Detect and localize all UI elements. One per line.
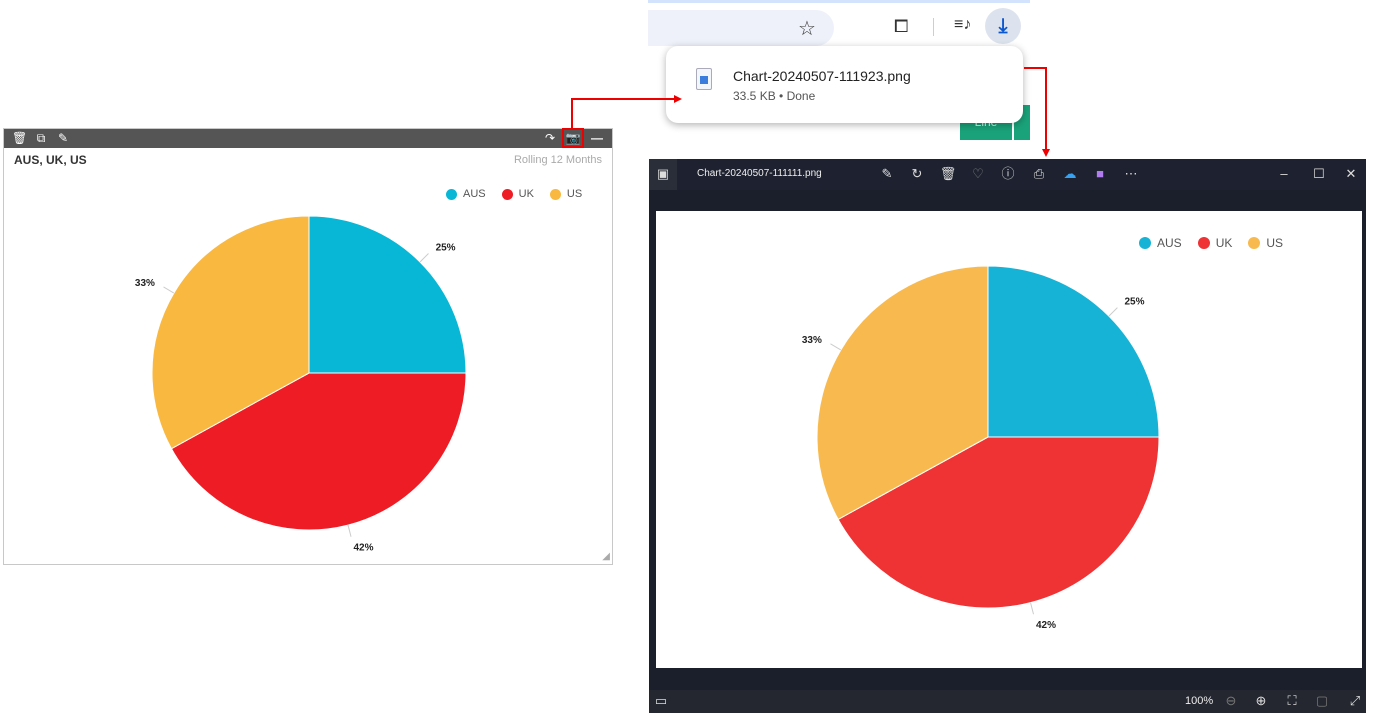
rotate-icon[interactable]: ↻ xyxy=(911,166,923,181)
filmstrip-icon[interactable]: ▭ xyxy=(654,693,668,708)
fullscreen-icon[interactable]: ⤢ xyxy=(1349,693,1361,708)
trash-icon[interactable]: 🗑 xyxy=(12,131,28,145)
pie-data-label: 25% xyxy=(1124,297,1144,308)
edit-icon[interactable]: ✎ xyxy=(881,166,893,181)
legend-item-uk[interactable]: UK xyxy=(501,188,534,200)
resize-handle-icon[interactable]: ◢ xyxy=(602,551,610,562)
close-window-icon[interactable]: ✕ xyxy=(1345,166,1357,181)
delete-icon[interactable]: 🗑 xyxy=(939,166,957,181)
pie-data-label: 33% xyxy=(135,278,155,289)
tab-strip xyxy=(648,0,1030,3)
pie-chart-image: 25% 42% 33% xyxy=(802,265,1160,631)
star-icon[interactable]: ☆ xyxy=(798,18,816,40)
pie-data-label: 25% xyxy=(436,242,456,253)
legend-item-uk: UK xyxy=(1197,236,1233,250)
legend-label: AUS xyxy=(1157,236,1182,250)
pie-slice-aus xyxy=(308,215,467,374)
favorite-icon[interactable]: ♡ xyxy=(972,166,984,181)
minimize-window-icon[interactable]: – xyxy=(1280,166,1288,181)
pie-chart: 25% 42% 33% xyxy=(135,215,467,553)
media-icon[interactable]: ≡♪ xyxy=(954,16,972,33)
legend-item-us: US xyxy=(1248,236,1283,250)
download-filename[interactable]: Chart-20240507-111923.png xyxy=(733,68,911,84)
label-connector xyxy=(419,253,429,263)
edit-icon[interactable]: ✎ xyxy=(57,131,69,145)
label-connector xyxy=(830,343,842,351)
viewer-bottombar: ▭ 100% ⊖ ⊕ ⛶ ▢ ⤢ xyxy=(649,690,1366,713)
label-connector xyxy=(1108,307,1118,317)
chart-legend: AUS UK US xyxy=(446,188,582,200)
chart-legend: AUS UK US xyxy=(1139,236,1283,250)
zoom-out-icon[interactable]: ⊖ xyxy=(1225,693,1237,708)
pie-data-label: 33% xyxy=(802,335,822,346)
share-icon[interactable]: ↷ xyxy=(544,131,556,145)
zoom-in-icon[interactable]: ⊕ xyxy=(1255,693,1267,708)
legend-label: UK xyxy=(518,188,534,200)
label-connector xyxy=(347,524,352,537)
widget-title: AUS, UK, US xyxy=(14,153,87,167)
legend-dot xyxy=(1139,237,1151,249)
widget-subtitle: Rolling 12 Months xyxy=(513,154,602,166)
label-connector xyxy=(1030,602,1034,615)
chart-widget: 🗑 ⧉ ✎ ↷ 📷 — AUS, UK, US Rolling 12 Month… xyxy=(3,128,613,565)
pie-slice-uk xyxy=(170,372,467,531)
gallery-icon[interactable]: ▣ xyxy=(656,166,670,181)
zoom-level: 100% xyxy=(1185,695,1214,707)
viewer-titlebar: ▣ Chart-20240507-111111.png ✎ ↻ 🗑 ♡ ⓘ ⎙ … xyxy=(649,159,1366,190)
pie-slice-uk xyxy=(837,436,1160,609)
legend-dot xyxy=(446,188,457,200)
clipchamp-icon[interactable]: ■ xyxy=(1096,166,1104,181)
fit-icon[interactable]: ⛶ xyxy=(1287,693,1297,708)
viewer-filename: Chart-20240507-111111.png xyxy=(697,168,822,179)
pie-slice-us xyxy=(816,265,989,521)
label-connector xyxy=(163,286,175,294)
divider xyxy=(933,18,934,36)
legend-label: AUS xyxy=(463,188,486,200)
pie-slice-aus xyxy=(987,265,1160,438)
pie-data-label: 42% xyxy=(354,542,374,553)
legend-label: US xyxy=(1266,236,1284,250)
more-icon[interactable]: ⋯ xyxy=(1124,166,1138,181)
legend-dot xyxy=(501,188,513,200)
photo-viewer-window: ▣ Chart-20240507-111111.png ✎ ↻ 🗑 ♡ ⓘ ⎙ … xyxy=(649,159,1366,713)
legend-dot xyxy=(549,188,561,200)
legend-dot xyxy=(1197,237,1210,249)
actual-size-icon[interactable]: ▢ xyxy=(1315,693,1329,708)
viewer-image: AUS UK US 25% 42% 33% xyxy=(656,211,1362,668)
minimize-icon[interactable]: — xyxy=(591,131,603,145)
print-icon[interactable]: ⎙ xyxy=(1033,166,1045,181)
pie-slice-us xyxy=(151,215,310,450)
onedrive-icon[interactable]: ☁ xyxy=(1063,166,1077,181)
legend-label: US xyxy=(566,188,583,200)
maximize-window-icon[interactable]: ☐ xyxy=(1313,166,1325,181)
copy-icon[interactable]: ⧉ xyxy=(36,131,46,145)
image-file-icon xyxy=(696,68,712,90)
legend-item-aus[interactable]: AUS xyxy=(446,188,486,200)
legend-dot xyxy=(1248,237,1261,249)
download-icon[interactable]: ⤓ xyxy=(985,8,1021,44)
info-icon[interactable]: ⓘ xyxy=(1001,166,1015,181)
address-bar[interactable] xyxy=(648,10,834,46)
legend-item-aus: AUS xyxy=(1139,236,1182,250)
pie-data-label: 42% xyxy=(1036,620,1056,631)
arrowhead xyxy=(1042,149,1050,157)
legend-label: UK xyxy=(1215,236,1233,250)
download-popup: Chart-20240507-111923.png 33.5 KB • Done xyxy=(666,46,1023,123)
extensions-icon[interactable]: ⧠ xyxy=(894,16,909,36)
download-status: 33.5 KB • Done xyxy=(733,89,816,103)
legend-item-us[interactable]: US xyxy=(549,188,583,200)
